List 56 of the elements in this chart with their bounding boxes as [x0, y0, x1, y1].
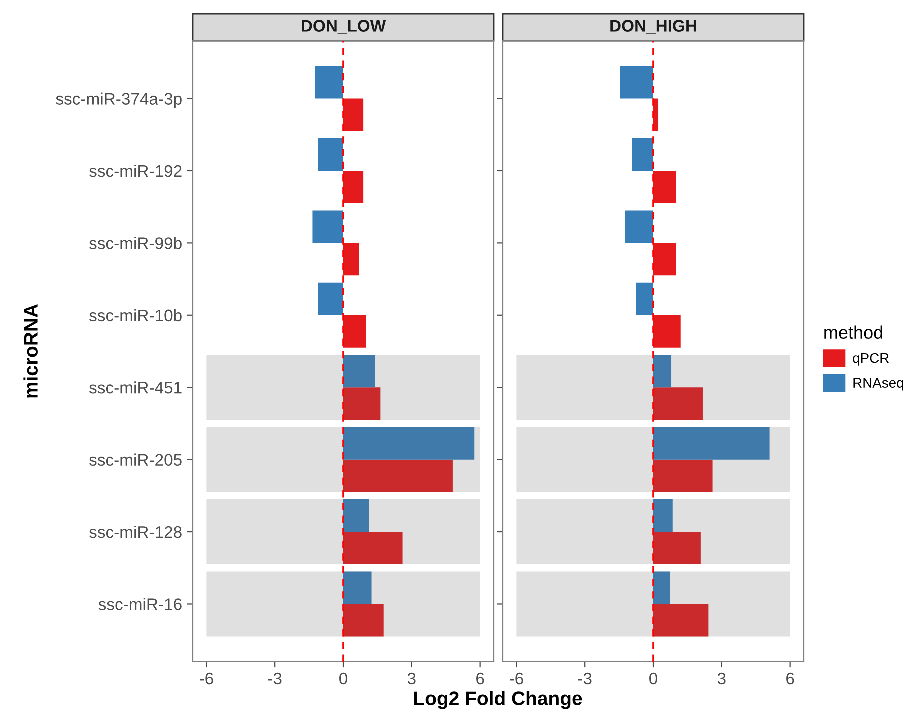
bar: [344, 355, 376, 388]
x-tick-label: -6: [200, 672, 214, 685]
y-axis-title: microRNA: [24, 304, 38, 398]
x-tick-label: 0: [650, 672, 658, 685]
bar: [344, 532, 403, 565]
legend-label: RNAseq: [854, 378, 904, 391]
bar: [654, 243, 676, 276]
x-axis-title: Log2 Fold Change: [414, 691, 582, 710]
bar: [318, 138, 344, 171]
x-tick-label: 6: [786, 672, 794, 685]
legend-label: qPCR: [853, 353, 889, 366]
bar: [636, 282, 654, 316]
y-tick-label: ssc-miR-205: [90, 454, 182, 466]
bar: [312, 210, 344, 244]
bar: [344, 243, 360, 276]
bar: [344, 500, 370, 532]
y-tick-label: ssc-miR-99b: [90, 237, 182, 250]
x-tick-label: 3: [408, 672, 416, 685]
y-tick-label: ssc-miR-192: [90, 164, 182, 178]
x-tick-label: 6: [476, 672, 484, 685]
bar: [344, 315, 366, 348]
bar: [654, 532, 701, 565]
bar: [654, 604, 709, 637]
bar: [344, 427, 475, 460]
bar: [318, 282, 344, 316]
bar: [344, 572, 372, 604]
legend-title: method: [824, 326, 882, 340]
x-tick-label: -3: [578, 672, 592, 685]
bar: [654, 427, 770, 460]
y-tick-label: ssc-miR-128: [90, 526, 182, 538]
bar: [654, 355, 672, 388]
bar: [344, 388, 381, 420]
bar: [632, 138, 654, 171]
x-tick-label: 0: [340, 672, 348, 685]
y-tick-label: ssc-miR-374a-3p: [56, 92, 182, 108]
bar: [654, 315, 681, 348]
bar: [625, 210, 654, 244]
chart-title: DON_LOW: [302, 20, 386, 34]
y-tick-label: ssc-miR-451: [90, 382, 182, 394]
bar: [344, 98, 364, 132]
x-tick-label: -6: [510, 672, 524, 685]
bar: [654, 500, 673, 532]
bar: [654, 170, 676, 204]
x-tick-label: -3: [268, 672, 282, 685]
bar: [654, 388, 703, 420]
y-tick-label: ssc-miR-10b: [90, 309, 182, 322]
chart-title: DON_HIGH: [610, 20, 696, 34]
bar: [344, 460, 453, 492]
bar: [344, 170, 364, 204]
bar: [314, 66, 344, 99]
bar: [620, 66, 654, 99]
bar: [344, 604, 384, 637]
x-tick-label: 3: [718, 672, 726, 685]
bar: [654, 572, 670, 604]
y-tick-label: ssc-miR-16: [98, 598, 182, 610]
bar: [654, 460, 713, 492]
